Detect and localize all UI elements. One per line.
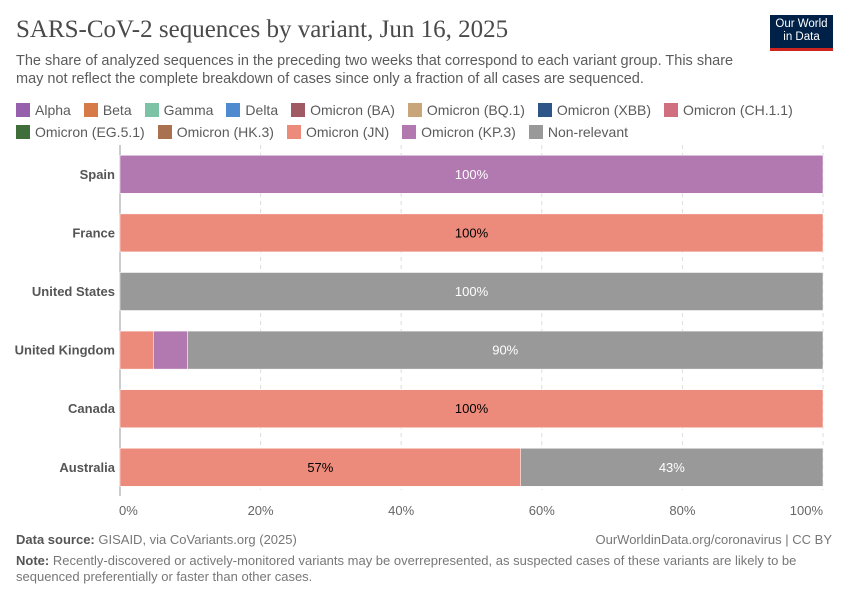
x-tick-label: 80% (669, 503, 695, 518)
legend-swatch (16, 125, 30, 139)
legend-swatch (16, 103, 30, 117)
chart-title: SARS-CoV-2 sequences by variant, Jun 16,… (16, 16, 509, 43)
legend-item[interactable]: Alpha (16, 101, 71, 119)
data-source: Data source: GISAID, via CoVariants.org … (16, 532, 297, 547)
legend-label: Omicron (JN) (305, 124, 390, 140)
x-tick-label: 100% (790, 503, 824, 518)
legend-label: Beta (102, 102, 132, 118)
legend-swatch (664, 103, 679, 117)
data-label: 100% (455, 167, 489, 182)
legend-label: Non-relevant (547, 124, 628, 140)
category-label: United Kingdom (15, 343, 115, 358)
legend-label: Omicron (KP.3) (421, 124, 516, 140)
category-label: France (72, 225, 115, 240)
legend-item[interactable]: Omicron (EG.5.1) (16, 123, 145, 141)
legend-swatch (83, 103, 98, 117)
owid-logo[interactable]: Our World in Data (770, 15, 833, 51)
bar-segment[interactable] (187, 330, 824, 370)
data-label: 100% (455, 401, 489, 416)
legend-item[interactable]: Omicron (BQ.1) (407, 101, 525, 119)
legend-label: Omicron (XBB) (556, 102, 652, 118)
legend-item[interactable]: Omicron (XBB) (537, 101, 652, 119)
legend-item[interactable]: Gamma (144, 101, 214, 119)
legend-label: Omicron (CH.1.1) (683, 102, 793, 118)
legend-swatch (286, 125, 301, 139)
category-label: United States (32, 284, 115, 299)
x-tick-label: 0% (119, 503, 138, 518)
legend-swatch (157, 125, 172, 139)
legend-label: Delta (245, 102, 279, 118)
data-label: 57% (307, 460, 333, 475)
bar-segment[interactable] (119, 448, 521, 487)
data-label: 100% (455, 225, 489, 240)
bar-segment[interactable] (119, 272, 824, 311)
bar-segment[interactable] (119, 213, 824, 253)
logo-line2: in Data (783, 31, 820, 43)
legend-item[interactable]: Beta (83, 101, 132, 119)
legend-item[interactable]: Omicron (KP.3) (402, 123, 516, 141)
chart-subtitle: The share of analyzed sequences in the p… (16, 53, 734, 87)
legend-label: Omicron (BA) (310, 102, 395, 118)
logo-line1: Our World (775, 18, 828, 30)
x-tick-label: 60% (529, 503, 555, 518)
legend-swatch (528, 125, 543, 139)
legend-item[interactable]: Omicron (JN) (286, 123, 390, 141)
legend-item[interactable]: Delta (226, 101, 278, 119)
legend-swatch (407, 103, 422, 117)
legend-label: Omicron (BQ.1) (426, 102, 525, 118)
category-label: Australia (59, 460, 115, 475)
x-tick-label: 40% (388, 503, 414, 518)
x-tick-label: 20% (248, 503, 274, 518)
legend-item[interactable]: Omicron (CH.1.1) (664, 101, 793, 119)
bar-segment[interactable] (119, 389, 824, 428)
legend-label: Omicron (EG.5.1) (35, 124, 145, 140)
category-label: Spain (80, 167, 115, 182)
data-label: 100% (455, 284, 489, 299)
bar-segment[interactable] (153, 330, 188, 370)
legend-label: Omicron (HK.3) (176, 124, 274, 140)
legend-swatch (402, 125, 417, 139)
legend-swatch (291, 103, 306, 117)
data-label: 90% (492, 343, 518, 358)
legend-label: Alpha (35, 102, 71, 118)
note-label: Note: (16, 553, 50, 568)
legend-swatch (226, 103, 241, 117)
legend-item[interactable]: Non-relevant (528, 123, 628, 141)
source-text[interactable]: GISAID, via CoVariants.org (2025) (98, 532, 297, 547)
note: Note: Recently-discovered or actively-mo… (16, 553, 816, 585)
source-url[interactable]: OurWorldinData.org/coronavirus | CC BY (595, 532, 832, 547)
source-label: Data source: (16, 532, 95, 547)
bar-segment[interactable] (520, 448, 824, 487)
bar-segment[interactable] (119, 155, 824, 194)
legend-swatch (537, 103, 552, 117)
legend-item[interactable]: Omicron (BA) (291, 101, 395, 119)
legend-label: Gamma (163, 102, 214, 118)
bar-segment[interactable] (119, 330, 154, 370)
legend-swatch (144, 103, 159, 117)
note-text: Recently-discovered or actively-monitore… (16, 553, 797, 584)
data-label: 43% (659, 460, 685, 475)
legend-item[interactable]: Omicron (HK.3) (157, 123, 274, 141)
category-label: Canada (68, 401, 116, 416)
legend: Alpha Beta Gamma Delta Omicron (BA) Omicron (… (16, 101, 836, 141)
